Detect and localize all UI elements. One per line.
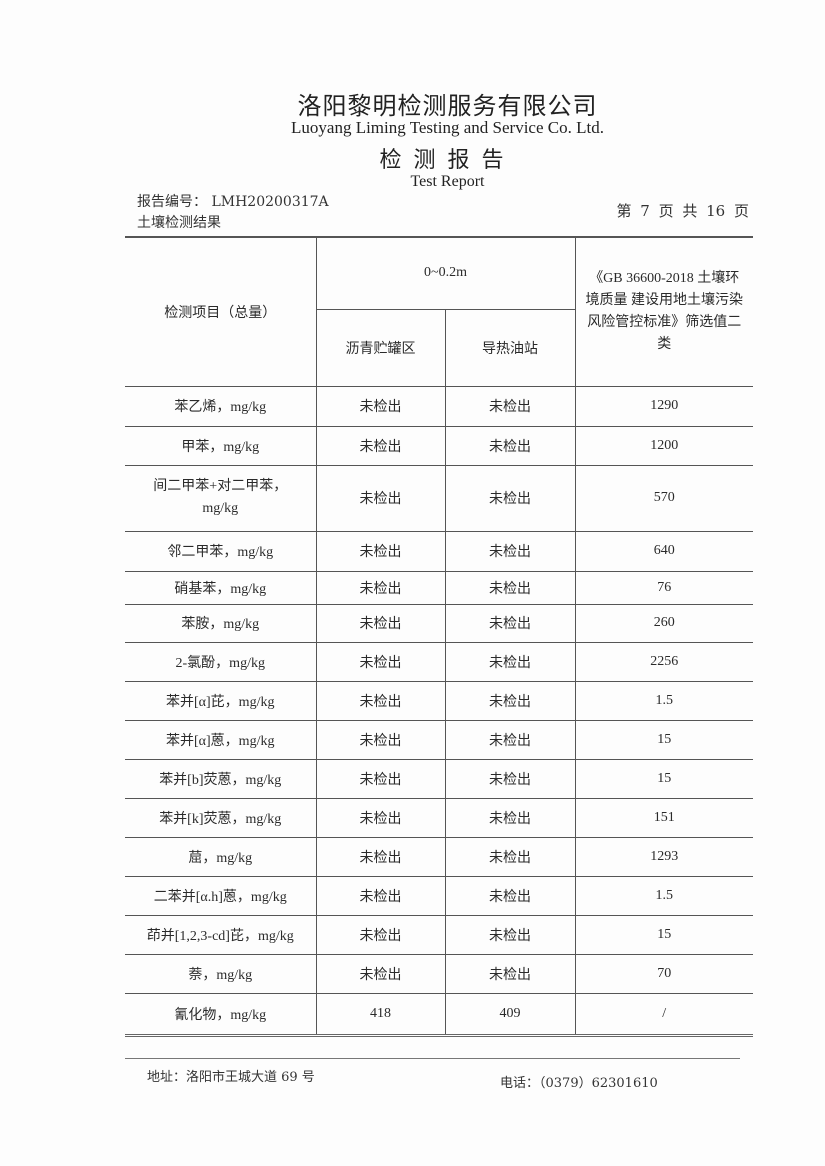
cell-site1: 未检出 <box>315 797 446 838</box>
cell-item: 硝基苯，mg/kg <box>125 570 317 605</box>
footer-phone: 电话：（0379）62301610 <box>500 1076 658 1091</box>
section-title: 土壤检测结果 <box>137 215 221 231</box>
footer-address: 地址：洛阳市王城大道 69 号 <box>147 1070 315 1085</box>
cell-site1: 418 <box>315 992 446 1036</box>
cell-site1: 未检出 <box>315 914 446 955</box>
cell-site1: 未检出 <box>315 464 446 532</box>
table-row: 甲苯，mg/kg 未检出 未检出 1200 <box>125 425 753 466</box>
table-row: 苯并[k]荧蒽，mg/kg 未检出 未检出 151 <box>125 797 753 838</box>
table-row: 间二甲苯+对二甲苯，mg/kg 未检出 未检出 570 <box>125 464 753 532</box>
table-row: 苯并[b]荧蒽，mg/kg 未检出 未检出 15 <box>125 758 753 799</box>
cell-site1: 未检出 <box>315 425 446 466</box>
table-row: 2-氯酚，mg/kg 未检出 未检出 2256 <box>125 641 753 682</box>
cell-limit: 640 <box>574 530 753 572</box>
cell-site1: 未检出 <box>315 570 446 605</box>
cell-site2: 未检出 <box>444 875 576 916</box>
cell-site1: 未检出 <box>315 680 446 721</box>
table-row: 苯乙烯，mg/kg 未检出 未检出 1290 <box>125 385 753 427</box>
header-item: 检测项目（总量） <box>125 236 317 387</box>
cell-site1: 未检出 <box>315 641 446 682</box>
company-name-en: Luoyang Liming Testing and Service Co. L… <box>291 118 604 137</box>
company-name-cn: 洛阳黎明检测服务有限公司 <box>297 92 598 120</box>
cell-limit: 76 <box>574 570 753 605</box>
table-row: 苯并[α]芘，mg/kg 未检出 未检出 1.5 <box>125 680 753 721</box>
cell-item: 苯并[b]荧蒽，mg/kg <box>125 758 317 799</box>
cell-limit: 15 <box>574 914 753 955</box>
cell-item: 邻二甲苯，mg/kg <box>125 530 317 572</box>
cell-item: 茚并[1,2,3-cd]芘，mg/kg <box>125 914 317 955</box>
cell-item: 苯乙烯，mg/kg <box>125 385 317 427</box>
cell-site2: 未检出 <box>444 680 576 721</box>
cell-limit: 1200 <box>574 425 753 466</box>
table-row: 苯并[α]蒽，mg/kg 未检出 未检出 15 <box>125 719 753 760</box>
table-row: 䓛，mg/kg 未检出 未检出 1293 <box>125 836 753 877</box>
cell-site2: 未检出 <box>444 570 576 605</box>
cell-limit: 15 <box>574 719 753 760</box>
cell-item: 苯胺，mg/kg <box>125 603 317 643</box>
cell-item: 䓛，mg/kg <box>125 836 317 877</box>
cell-item: 苯并[α]芘，mg/kg <box>125 680 317 721</box>
header-site1: 沥青贮罐区 <box>316 308 446 387</box>
cell-site2: 未检出 <box>444 464 576 532</box>
cell-limit: 570 <box>574 464 753 532</box>
header-standard: 《GB 36600-2018 土壤环境质量 建设用地土壤污染风险管控标准》筛选值… <box>574 236 753 387</box>
cell-item: 萘，mg/kg <box>125 953 317 994</box>
cell-site1: 未检出 <box>315 875 446 916</box>
table-row: 二苯并[α.h]蒽，mg/kg 未检出 未检出 1.5 <box>125 875 753 916</box>
cell-limit: 1290 <box>574 385 753 427</box>
cell-site1: 未检出 <box>315 953 446 994</box>
header-depth: 0~0.2m <box>315 236 576 310</box>
cell-limit: 151 <box>574 797 753 838</box>
cell-item: 二苯并[α.h]蒽，mg/kg <box>125 875 317 916</box>
cell-limit: 1293 <box>574 836 753 877</box>
page-number: 第 7 页 共 16 页 <box>616 202 749 220</box>
cell-site2: 未检出 <box>444 797 576 838</box>
report-number: 报告编号： LMH20200317A <box>137 194 329 210</box>
cell-limit: 70 <box>574 953 753 994</box>
cell-site2: 未检出 <box>444 953 576 994</box>
table-row: 茚并[1,2,3-cd]芘，mg/kg 未检出 未检出 15 <box>125 914 753 955</box>
cell-item: 氰化物，mg/kg <box>125 992 317 1036</box>
cell-limit: 1.5 <box>574 875 753 916</box>
cell-site1: 未检出 <box>315 603 446 643</box>
cell-site2: 未检出 <box>444 719 576 760</box>
cell-site2: 未检出 <box>444 758 576 799</box>
results-table: 检测项目（总量） 0~0.2m 《GB 36600-2018 土壤环境质量 建设… <box>125 236 753 1037</box>
cell-item: 甲苯，mg/kg <box>125 425 317 466</box>
cell-item: 间二甲苯+对二甲苯，mg/kg <box>125 464 317 532</box>
report-title-en: Test Report <box>410 173 485 190</box>
table-row: 邻二甲苯，mg/kg 未检出 未检出 640 <box>125 530 753 572</box>
table-row: 萘，mg/kg 未检出 未检出 70 <box>125 953 753 994</box>
cell-item: 苯并[α]蒽，mg/kg <box>125 719 317 760</box>
cell-site1: 未检出 <box>315 719 446 760</box>
cell-limit: / <box>574 992 753 1036</box>
cell-item: 苯并[k]荧蒽，mg/kg <box>125 797 317 838</box>
header-site2: 导热油站 <box>444 308 575 387</box>
cell-site1: 未检出 <box>315 836 446 877</box>
cell-item: 2-氯酚，mg/kg <box>125 641 317 682</box>
cell-site1: 未检出 <box>315 385 446 427</box>
cell-site2: 未检出 <box>444 425 576 466</box>
cell-site2: 未检出 <box>444 836 576 877</box>
cell-site2: 409 <box>444 992 576 1036</box>
cell-site2: 未检出 <box>444 914 576 955</box>
cell-limit: 2256 <box>574 641 753 682</box>
table-row: 苯胺，mg/kg 未检出 未检出 260 <box>125 603 753 643</box>
cell-site1: 未检出 <box>315 758 446 799</box>
cell-limit: 15 <box>574 758 753 799</box>
table-row: 硝基苯，mg/kg 未检出 未检出 76 <box>125 570 753 605</box>
cell-limit: 1.5 <box>574 680 753 721</box>
report-title-cn: 检测报告 <box>379 148 516 173</box>
cell-site2: 未检出 <box>444 530 576 572</box>
table-row: 氰化物，mg/kg 418 409/ <box>125 992 753 1036</box>
footer-divider <box>125 1058 740 1059</box>
cell-limit: 260 <box>574 603 753 643</box>
cell-site2: 未检出 <box>444 603 576 643</box>
cell-site2: 未检出 <box>444 385 576 427</box>
cell-site2: 未检出 <box>444 641 576 682</box>
cell-site1: 未检出 <box>315 530 446 572</box>
